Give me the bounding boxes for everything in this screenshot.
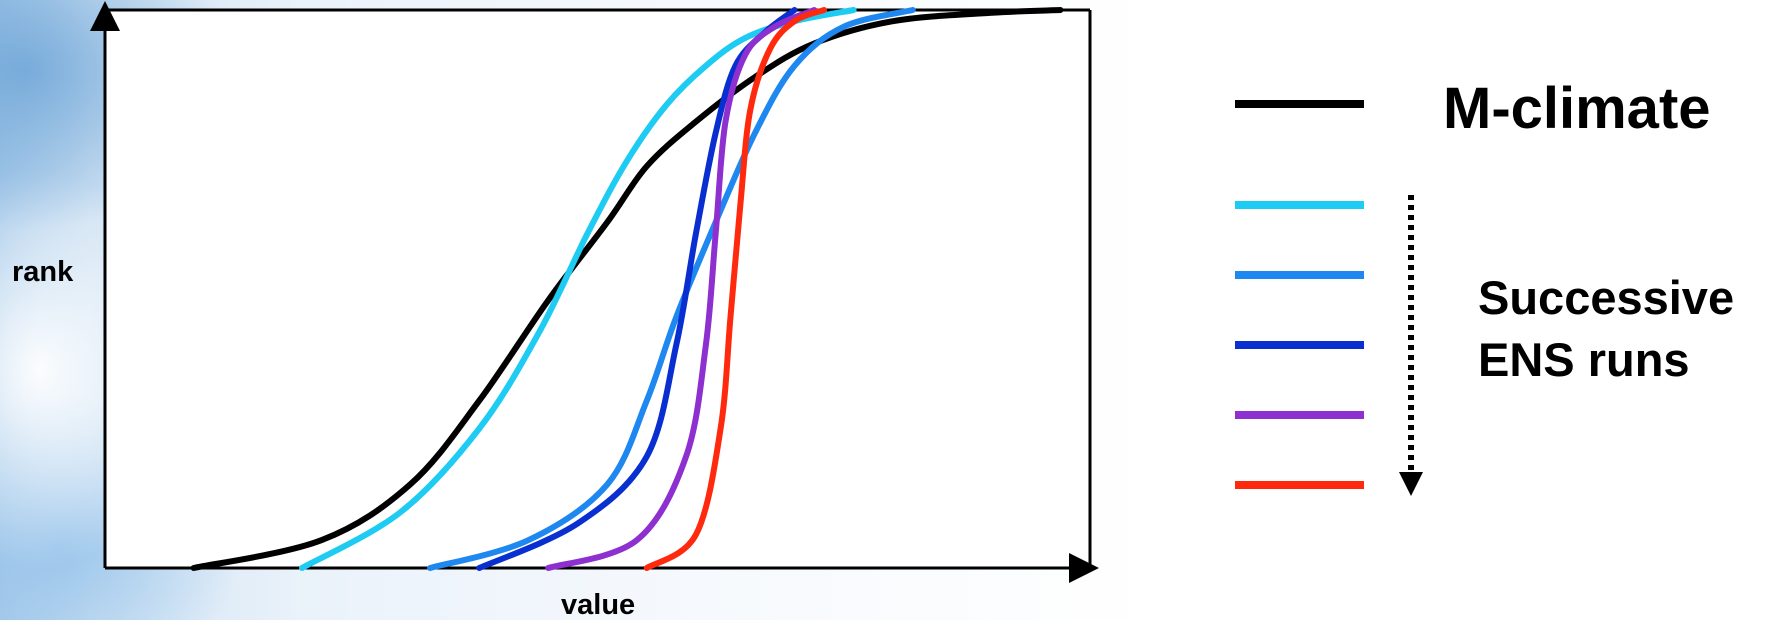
series-line-4 bbox=[545, 7, 818, 571]
series-line-1 bbox=[299, 7, 857, 571]
legend bbox=[1235, 100, 1364, 489]
plot-area bbox=[105, 10, 1090, 568]
y-axis-label: rank bbox=[12, 256, 74, 288]
legend-note-line-1: Successive bbox=[1478, 271, 1734, 324]
x-axis-label: value bbox=[561, 589, 635, 620]
series-line-0 bbox=[190, 7, 1064, 571]
series-line-5 bbox=[643, 7, 827, 571]
series-layer bbox=[190, 7, 1064, 571]
legend-note-line-2: ENS runs bbox=[1478, 333, 1690, 386]
legend-title: M-climate bbox=[1443, 76, 1711, 141]
legend-arrowhead bbox=[1399, 472, 1423, 496]
